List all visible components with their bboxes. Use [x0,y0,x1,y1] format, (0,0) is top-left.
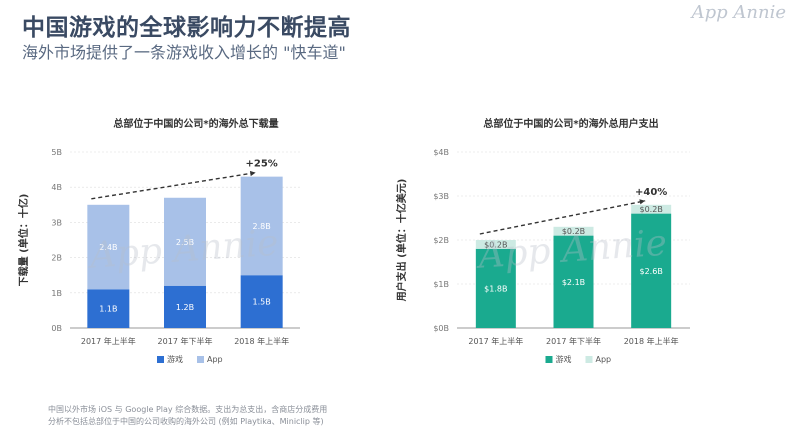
footnote-line-1: 中国以外市场 iOS 与 Google Play 综合数据。支出为总支出，含商店… [48,405,328,414]
bar-1-1-1 [553,226,594,236]
bar-1-0-1 [475,240,516,249]
bar-label-1-1-0: $2.1B [562,278,585,287]
bar-label-0-2-0: 1.5B [253,298,271,307]
category-label-0-2: 2018 年上半年 [234,336,289,346]
legend-swatch-0-1 [197,356,204,363]
y-tick-label-0-1: 1B [51,289,62,298]
bar-0-2-0 [240,275,283,328]
y-tick-label-1-3: $3B [433,192,449,201]
chart-title-1: 总部位于中国的公司*的海外总用户支出 [483,117,658,130]
chart-title-0: 总部位于中国的公司*的海外总下载量 [113,117,278,130]
y-tick-label-1-4: $4B [433,148,449,157]
bar-1-1-0 [553,235,594,328]
bar-0-1-0 [164,285,206,328]
bar-1-0-0 [475,248,516,328]
bar-label-1-0-1: $0.2B [484,240,507,249]
bar-label-1-2-0: $2.6B [640,267,663,276]
bar-label-0-0-0: 1.1B [99,305,117,314]
category-label-0-0: 2017 年上半年 [81,336,136,346]
bar-label-1-1-1: $0.2B [562,227,585,236]
legend-swatch-0-0 [157,356,164,363]
growth-arrow-line-1 [479,200,646,235]
bar-label-0-0-1: 2.4B [99,243,117,252]
y-tick-label-0-4: 4B [51,183,62,192]
legend-swatch-1-1 [585,356,593,363]
legend-label-0-0: 游戏 [167,354,183,364]
legend-label-0-1: App [207,355,223,364]
bar-label-0-1-0: 1.2B [176,303,194,312]
growth-arrow-head-0 [249,170,256,177]
bar-0-1-1 [164,197,206,286]
category-label-1-0: 2017 年上半年 [468,336,523,346]
legend-label-1-0: 游戏 [556,354,572,364]
category-label-1-1: 2017 年下半年 [546,336,601,346]
y-axis-label-1: 用户支出 (单位：十亿美元) [395,179,408,303]
bar-0-0-1 [87,204,130,290]
category-label-1-2: 2018 年上半年 [624,336,679,346]
bar-label-0-1-1: 2.5B [176,238,194,247]
bar-label-0-2-1: 2.8B [253,222,271,231]
y-tick-label-0-2: 2B [51,254,62,263]
bar-label-1-2-1: $0.2B [640,205,663,214]
y-axis-label-0: 下载量 (单位：十亿) [17,194,30,287]
y-tick-label-0-5: 5B [51,148,62,157]
page-title: 中国游戏的全球影响力不断提高 [22,15,351,41]
y-tick-label-1-0: $0B [433,324,449,333]
bar-0-2-1 [240,176,283,276]
page-subtitle: 海外市场提供了一条游戏收入增长的 "快车道" [22,43,346,62]
y-tick-label-0-3: 3B [51,218,62,227]
y-tick-label-1-1: $1B [433,280,449,289]
category-label-0-1: 2017 年下半年 [158,336,213,346]
footnote-line-2: 分析不包括总部位于中国的公司收购的海外公司 (例如 Playtika、Minic… [48,417,324,426]
legend-swatch-1-0 [545,356,553,363]
growth-label-1: +40% [635,187,667,198]
growth-arrow-head-1 [639,199,646,205]
legend-label-1-1: App [596,355,612,364]
y-tick-label-0-0: 0B [51,324,62,333]
footnote: 中国以外市场 iOS 与 Google Play 综合数据。支出为总支出，含商店… [48,404,378,428]
bar-0-0-0 [87,289,130,328]
bar-1-2-0 [631,213,672,328]
bar-label-1-0-0: $1.8B [484,284,507,293]
y-tick-label-1-2: $2B [433,236,449,245]
brand-logo: App Annie [691,2,786,23]
growth-label-0: +25% [246,159,278,170]
bar-1-2-1 [631,204,672,214]
